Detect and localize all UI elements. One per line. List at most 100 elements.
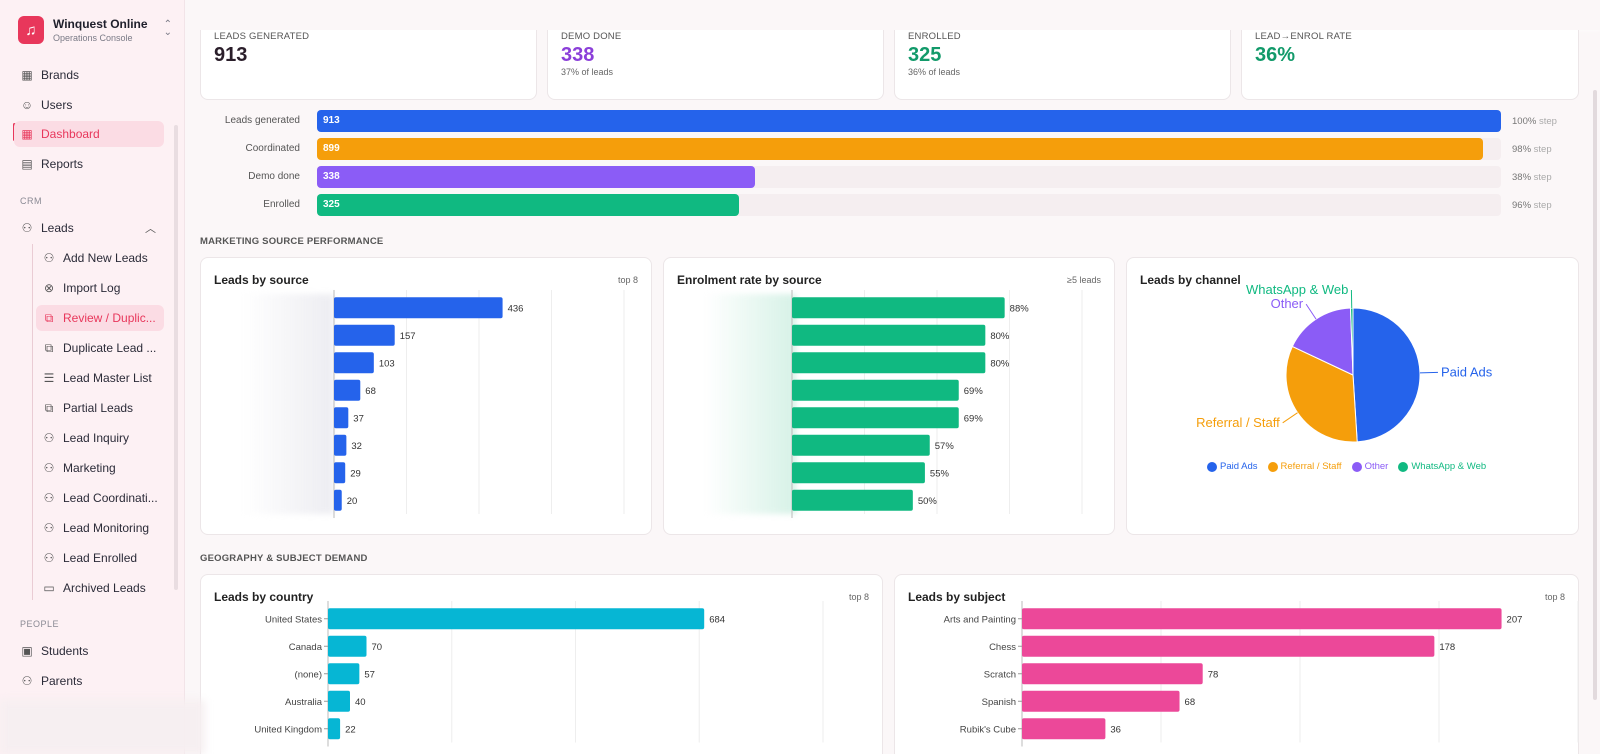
copy-icon: ⧉ xyxy=(44,400,54,415)
funnel-label: Leads generated xyxy=(224,115,300,126)
legend-item[interactable]: Other xyxy=(1351,461,1389,472)
bar-value-label: 69% xyxy=(964,413,984,424)
legend-label: Paid Ads xyxy=(1220,461,1258,472)
checklist-icon: ☰ xyxy=(43,371,55,385)
sidebar-item-duplicate-lead[interactable]: ⧉ Duplicate Lead ... xyxy=(36,335,164,361)
kpi-label: LEADS GENERATED xyxy=(214,31,310,42)
sidebar-item-import-log[interactable]: ⊗ Import Log xyxy=(36,275,164,301)
pie-leader-line xyxy=(1305,303,1317,320)
sidebar-item-label: Marketing xyxy=(63,461,116,475)
bar xyxy=(328,608,705,630)
kpi-card-enrolled: ENROLLED 325 36% of leads xyxy=(894,20,1231,100)
sidebar-item-archived-leads[interactable]: ▭ Archived Leads xyxy=(36,575,164,601)
bar-value-label: 78 xyxy=(1208,669,1219,680)
category-label: United States xyxy=(265,614,322,625)
sidebar-item-leads[interactable]: ⚇ Leads ︿ xyxy=(14,215,164,241)
sidebar-item-label: Lead Master List xyxy=(63,371,152,385)
sidebar-item-add-new-leads[interactable]: ⚇ Add New Leads xyxy=(36,245,164,271)
bar xyxy=(334,324,395,346)
sidebar-item-lead-master-list[interactable]: ☰ Lead Master List xyxy=(36,365,164,391)
pie-slice-label: Other xyxy=(1271,296,1304,311)
funnel-track: 338 xyxy=(317,166,1501,188)
pie-slice-label: Paid Ads xyxy=(1441,364,1493,379)
legend-swatch xyxy=(1267,461,1278,472)
main-scrollbar[interactable] xyxy=(1593,90,1597,700)
legend-swatch xyxy=(1351,461,1362,472)
legend-item[interactable]: Paid Ads xyxy=(1207,461,1258,472)
legend-item[interactable]: WhatsApp & Web xyxy=(1398,461,1486,472)
sidebar-item-lead-enrolled[interactable]: ⚇ Lead Enrolled xyxy=(36,545,164,571)
legend-label: Other xyxy=(1364,461,1389,472)
sidebar-item-label: Add New Leads xyxy=(63,251,148,265)
sidebar-item-label: Partial Leads xyxy=(63,401,134,415)
bar xyxy=(334,489,342,511)
bar xyxy=(334,379,361,401)
sidebar-item-label: Brands xyxy=(41,68,80,82)
clipboard-icon: ▤ xyxy=(21,157,33,171)
network-icon: ⚇ xyxy=(21,221,33,235)
chart-note: top 8 xyxy=(848,592,869,602)
bar-value-label: 88% xyxy=(1010,303,1030,314)
category-label: Rubik's Cube xyxy=(960,724,1016,735)
leads-by-country-chart: 684 United States 70 Canada 57 (none) 40 Austra… xyxy=(254,601,824,747)
redacted-category-labels xyxy=(706,294,796,514)
kpi-card-demo-done: DEMO DONE 338 37% of leads xyxy=(547,20,884,100)
sidebar-item-reports[interactable]: ▤ Reports xyxy=(14,151,164,177)
kpi-value: 325 xyxy=(908,44,942,66)
sidebar-item-review-duplicates[interactable]: ⧉ Review / Duplic... xyxy=(36,305,164,331)
sidebar-toggle-icon[interactable] xyxy=(198,6,212,19)
legend-item[interactable]: Referral / Staff xyxy=(1267,461,1342,472)
parents-icon: ⚇ xyxy=(21,674,33,688)
chart-note: top 8 xyxy=(1544,592,1565,602)
bar-value-label: 22 xyxy=(345,724,356,735)
kpi-sub: 37% of leads xyxy=(561,67,614,77)
kpi-value: 338 xyxy=(561,44,595,66)
chart-title: Leads by country xyxy=(214,590,314,604)
sidebar-item-students[interactable]: ▣ Students xyxy=(14,638,164,664)
bar xyxy=(334,407,349,429)
sidebar-item-parents[interactable]: ⚇ Parents xyxy=(14,668,164,694)
bar-value-label: 80% xyxy=(990,358,1010,369)
bar-value-label: 29 xyxy=(350,468,361,479)
section-label-people: PEOPLE xyxy=(20,619,60,629)
brand-switcher[interactable]: ♫ Winquest Online Operations Console ⌃ ⌄ xyxy=(18,12,172,48)
sidebar-item-lead-inquiry[interactable]: ⚇ Lead Inquiry xyxy=(36,425,164,451)
funnel-track: 325 xyxy=(317,194,1501,216)
kpi-sub: 36% of leads xyxy=(908,67,961,77)
bar xyxy=(328,690,350,712)
bar xyxy=(334,462,346,484)
bar xyxy=(792,489,913,511)
funnel-track: 913 xyxy=(317,110,1501,132)
sidebar-item-lead-coordination[interactable]: ⚇ Lead Coordinati... xyxy=(36,485,164,511)
network-icon: ⚇ xyxy=(43,521,55,535)
grid-icon: ▦ xyxy=(21,127,33,141)
pie-leader-line xyxy=(1419,371,1438,374)
bar xyxy=(328,635,367,657)
sidebar-item-marketing[interactable]: ⚇ Marketing xyxy=(36,455,164,481)
sidebar-item-users[interactable]: ☺ Users xyxy=(14,92,164,118)
bar-value-label: 57% xyxy=(935,441,955,452)
sidebar-item-label: Lead Monitoring xyxy=(63,521,150,535)
sidebar-item-brands[interactable]: ▦ Brands xyxy=(14,62,164,88)
sidebar-item-lead-monitoring[interactable]: ⚇ Lead Monitoring xyxy=(36,515,164,541)
bar-value-label: 69% xyxy=(964,386,984,397)
legend-swatch xyxy=(1207,461,1217,472)
sidebar-item-dashboard[interactable]: ▦ Dashboard xyxy=(14,121,164,147)
sidebar-item-label: Lead Coordinati... xyxy=(63,491,158,505)
bar xyxy=(792,297,1005,319)
bar xyxy=(792,352,986,374)
enrolment-rate-chart: 88% 80% 80% 69% 69% 57% 55% 50% xyxy=(791,290,1083,518)
bar-value-label: 103 xyxy=(379,358,395,369)
copy-icon: ⧉ xyxy=(44,310,54,325)
funnel-step-rate: 96% step xyxy=(1512,200,1552,211)
bar-value-label: 57 xyxy=(364,669,375,680)
sidebar-item-label: Students xyxy=(41,644,89,658)
sidebar-scrollbar[interactable] xyxy=(174,125,178,590)
chart-card-leads-by-source: Leads by source top 8 436 157 103 68 37 32 29 2… xyxy=(200,257,652,535)
bar xyxy=(792,324,986,346)
bar-value-label: 50% xyxy=(918,496,938,507)
sidebar-item-partial-leads[interactable]: ⧉ Partial Leads xyxy=(36,395,164,421)
redacted-category-labels xyxy=(243,294,333,514)
sidebar: ♫ Winquest Online Operations Console ⌃ ⌄ … xyxy=(0,0,185,754)
